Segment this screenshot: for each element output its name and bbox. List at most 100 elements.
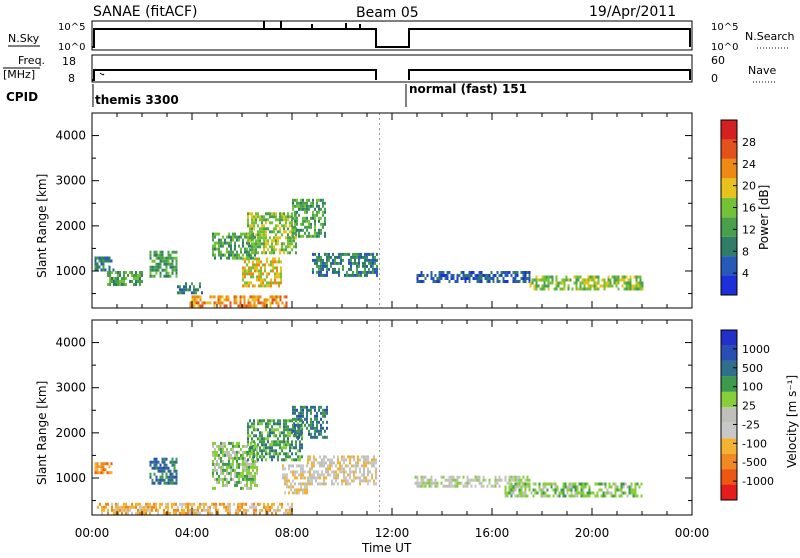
power-echo-cell [275,236,277,240]
velocity-echo-cell [466,478,469,482]
power-echo-cell [265,221,267,225]
velocity-echo-cell [261,452,263,456]
power-echo-cell [623,281,626,285]
velocity-echo-cell [218,444,220,448]
velocity-echo-cell [518,488,521,492]
velocity-echo-cell [159,469,162,473]
velocity-echo-cell [367,461,369,465]
velocity-echo-cell [102,471,105,475]
velocity-colorbar-cell [721,407,737,423]
power-echo-cell [621,278,624,282]
velocity-echo-cell [464,481,467,485]
velocity-echo-cell [230,474,232,478]
power-echo-cell [163,262,166,266]
velocity-echo-cell [151,505,153,509]
velocity-echo-cell [300,423,302,427]
velocity-echo-cell [242,468,244,472]
velocity-echo-cell [149,463,152,467]
power-echo-cell [264,266,266,270]
velocity-echo-cell [294,411,296,415]
power-echo-cell [492,274,495,277]
velocity-echo-cell [211,502,213,506]
power-echo-cell [214,256,216,260]
velocity-echo-cell [578,491,581,495]
velocity-echo-cell [214,447,216,451]
velocity-echo-cell [375,473,377,477]
power-echo-cell [474,277,477,280]
power-colorbar-cell [721,197,737,218]
power-echo-cell [603,284,606,288]
power-echo-cell [259,215,261,219]
velocity-echo-cell [311,461,313,465]
velocity-echo-cell [596,494,599,498]
power-echo-cell [117,283,119,286]
power-echo-cell [292,207,294,211]
velocity-echo-cell [253,508,255,512]
power-echo-cell [273,298,276,302]
velocity-echo-cell [300,476,302,480]
power-echo-region [416,271,531,283]
power-echo-cell [571,287,574,291]
velocity-echo-cell [542,491,545,495]
power-echo-cell [165,259,168,263]
velocity-echo-cell [251,505,253,509]
velocity-echo-cell [323,464,325,468]
power-echo-cell [249,233,251,237]
velocity-echo-cell [306,405,308,409]
velocity-echo-cell [516,485,519,489]
power-echo-cell [228,244,230,248]
power-echo-cell [595,284,598,288]
power-echo-cell [216,241,218,245]
power-echo-cell [456,280,459,283]
power-echo-cell [236,235,238,239]
power-echo-cell [157,256,160,260]
velocity-echo-cell [318,420,320,424]
power-echo-cell [310,222,312,226]
velocity-echo-cell [289,455,291,459]
power-echo-cell [220,250,222,254]
velocity-echo-cell [306,426,308,430]
power-echo-cell [255,233,257,237]
velocity-echo-cell [212,471,214,475]
power-echo-cell [603,278,606,282]
power-echo-cell [175,259,178,263]
power-echo-cell [257,230,259,234]
power-colorbar-label: 16 [742,202,756,215]
velocity-echo-cell [121,505,123,509]
velocity-echo-cell [355,461,357,465]
power-echo-cell [250,256,252,260]
power-echo-cell [294,219,296,223]
power-echo-cell [257,215,259,219]
power-echo-cell [199,304,202,308]
velocity-echo-cell [171,505,173,509]
power-echo-cell [265,242,267,246]
power-echo-cell [277,236,279,240]
velocity-echo-cell [167,466,170,470]
velocity-echo-cell [261,458,263,462]
power-echo-cell [264,284,266,288]
velocity-echo-cell [218,456,220,460]
velocity-colorbar-label: -100 [742,437,767,450]
velocity-echo-cell [327,464,329,468]
velocity-echo-cell [512,485,515,489]
power-echo-cell [370,258,372,262]
power-echo-cell [279,298,282,302]
power-echo-cell [524,274,527,277]
velocity-echo-cell [161,478,164,482]
power-echo-cell [324,231,326,235]
velocity-echo-cell [420,478,423,482]
power-echo-cell [133,274,135,277]
velocity-echo-cell [175,508,177,512]
velocity-echo-cell [532,494,535,498]
power-echo-cell [314,231,316,235]
power-echo-cell [543,284,546,288]
power-echo-cell [639,278,642,282]
velocity-echo-cell [203,508,205,512]
power-echo-cell [149,250,152,254]
velocity-echo-cell [296,417,298,421]
power-echo-cell [362,270,364,274]
power-echo-cell [456,274,459,277]
velocity-echo-cell [349,458,351,462]
power-echo-cell [167,250,170,254]
velocity-echo-cell [214,486,216,490]
